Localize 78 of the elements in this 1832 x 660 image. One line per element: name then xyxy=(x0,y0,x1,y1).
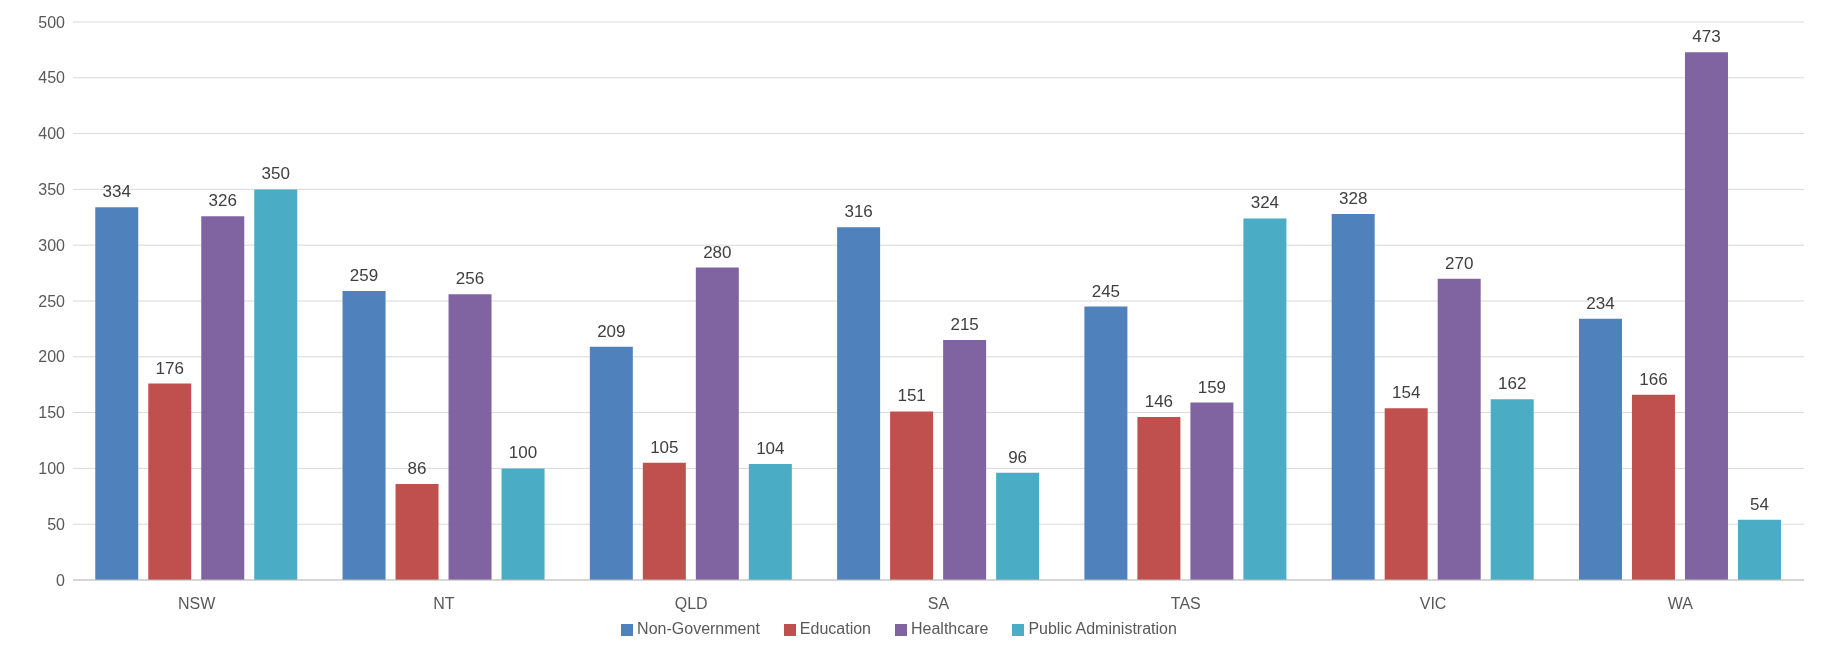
bar xyxy=(1737,519,1781,580)
legend-label: Healthcare xyxy=(911,620,989,637)
bar xyxy=(1490,399,1534,580)
x-tick-label: VIC xyxy=(1419,595,1447,613)
y-tick-label: 450 xyxy=(38,69,66,87)
y-tick-label: 100 xyxy=(38,460,66,478)
y-tick-label: 150 xyxy=(38,404,66,422)
bar xyxy=(448,294,492,580)
data-label: 280 xyxy=(703,242,732,262)
data-label: 270 xyxy=(1445,253,1474,273)
bar xyxy=(996,472,1040,580)
data-label: 104 xyxy=(756,438,785,458)
data-label: 324 xyxy=(1250,193,1280,213)
data-label: 234 xyxy=(1586,293,1615,313)
bar xyxy=(1631,394,1675,580)
data-label: 154 xyxy=(1392,383,1421,403)
bar xyxy=(695,267,739,580)
y-tick-label: 500 xyxy=(38,13,66,31)
data-label: 256 xyxy=(455,269,485,289)
bar xyxy=(837,227,881,580)
x-tick-label: SA xyxy=(927,595,950,613)
bar xyxy=(1137,417,1181,580)
data-label: 334 xyxy=(102,182,131,202)
data-label: 259 xyxy=(349,265,379,285)
y-tick-label: 50 xyxy=(47,515,66,533)
bar xyxy=(1684,52,1728,580)
x-tick-label: WA xyxy=(1667,595,1694,613)
data-label: 166 xyxy=(1639,369,1668,389)
legend-label: Non-Government xyxy=(637,620,760,637)
y-tick-label: 400 xyxy=(38,125,66,143)
data-label: 162 xyxy=(1498,374,1527,394)
data-label: 96 xyxy=(1008,447,1028,467)
x-tick-label: TAS xyxy=(1170,595,1201,613)
legend-label: Public Administration xyxy=(1028,620,1177,637)
bar xyxy=(1331,213,1375,580)
bar xyxy=(943,340,987,580)
y-tick-label: 0 xyxy=(56,571,66,589)
bar xyxy=(148,383,192,580)
data-label: 473 xyxy=(1692,27,1721,47)
bar xyxy=(1084,306,1128,580)
y-tick-label: 300 xyxy=(38,236,66,254)
data-label: 245 xyxy=(1091,281,1121,301)
bar xyxy=(254,189,298,580)
data-label: 100 xyxy=(508,443,538,463)
bar xyxy=(95,207,139,580)
bar xyxy=(201,216,245,580)
data-label: 326 xyxy=(208,191,237,211)
legend-label: Education xyxy=(799,620,871,637)
x-tick-label: QLD xyxy=(674,595,708,613)
data-label: 215 xyxy=(950,315,979,335)
bar xyxy=(395,484,439,580)
data-label: 176 xyxy=(155,358,184,378)
x-tick-label: NT xyxy=(433,595,455,613)
bar xyxy=(501,468,545,580)
data-label: 54 xyxy=(1750,494,1769,514)
y-tick-label: 350 xyxy=(38,181,66,199)
y-tick-label: 250 xyxy=(38,292,66,310)
x-tick-label: NSW xyxy=(177,595,217,613)
bar xyxy=(1384,408,1428,580)
bar xyxy=(1578,318,1622,580)
bar xyxy=(890,411,934,580)
bar xyxy=(1190,402,1234,580)
bar xyxy=(642,462,686,580)
data-label: 146 xyxy=(1144,392,1174,412)
data-label: 316 xyxy=(844,202,873,222)
data-label: 209 xyxy=(597,321,626,341)
data-label: 151 xyxy=(897,386,926,406)
y-tick-label: 200 xyxy=(38,348,66,366)
data-label: 159 xyxy=(1197,377,1227,397)
data-label: 350 xyxy=(261,164,290,184)
bar xyxy=(1243,218,1287,580)
data-label: 86 xyxy=(407,459,427,479)
bar xyxy=(589,346,633,580)
bar xyxy=(748,463,792,580)
bar xyxy=(1437,278,1481,580)
data-label: 328 xyxy=(1339,188,1368,208)
bar xyxy=(342,290,386,580)
data-label: 105 xyxy=(650,437,679,457)
